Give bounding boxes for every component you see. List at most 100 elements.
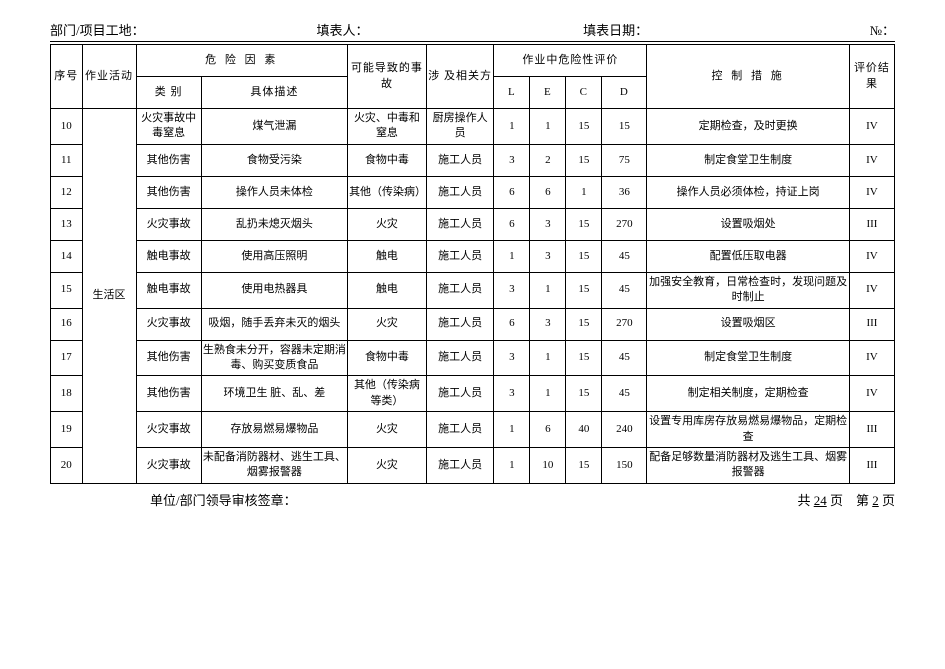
date-field: 填表日期： [583, 20, 850, 39]
th-activity: 作业活动 [82, 45, 136, 109]
cell-c: 40 [566, 412, 602, 448]
th-category: 类 别 [136, 77, 201, 109]
cell-related: 施工人员 [426, 376, 494, 412]
table-row: 16火灾事故吸烟，随手丢弃未灭的烟头火灾施工人员6315270设置吸烟区III [51, 308, 895, 340]
cell-result: IV [849, 144, 894, 176]
cell-c: 15 [566, 240, 602, 272]
cell-category: 火灾事故 [136, 447, 201, 483]
cell-description: 操作人员未体检 [201, 176, 347, 208]
cell-c: 15 [566, 109, 602, 145]
cell-c: 15 [566, 447, 602, 483]
cell-accident: 火灾 [348, 447, 427, 483]
cell-related: 施工人员 [426, 240, 494, 272]
cell-d: 45 [602, 272, 647, 308]
table-row: 10生活区火灾事故中毒窒息煤气泄漏火灾、中毒和窒息厨房操作人员111515定期检… [51, 109, 895, 145]
cell-result: IV [849, 376, 894, 412]
table-row: 17其他伤害生熟食未分开，容器未定期消毒、购买变质食品食物中毒施工人员31154… [51, 340, 895, 376]
cell-measure: 操作人员必须体检，持证上岗 [647, 176, 850, 208]
cell-e: 1 [530, 109, 566, 145]
cell-related: 施工人员 [426, 340, 494, 376]
cell-accident: 火灾、中毒和窒息 [348, 109, 427, 145]
cell-result: III [849, 208, 894, 240]
form-footer: 单位/部门领导审核签章： 共 24 页 第 2 页 [50, 490, 895, 509]
sign-label: 单位/部门领导审核签章： [150, 493, 297, 508]
cell-description: 使用高压照明 [201, 240, 347, 272]
cell-measure: 配备足够数量消防器材及逃生工具、烟雾报警器 [647, 447, 850, 483]
cell-c: 15 [566, 144, 602, 176]
cell-accident: 食物中毒 [348, 340, 427, 376]
cell-category: 其他伤害 [136, 176, 201, 208]
cell-d: 270 [602, 308, 647, 340]
table-head: 序号 作业活动 危 险 因 素 可能导致的事故 涉 及相关方 作业中危险性评价 … [51, 45, 895, 109]
cell-description: 食物受污染 [201, 144, 347, 176]
cell-description: 未配备消防器材、逃生工具、烟雾报警器 [201, 447, 347, 483]
no-field: №： [850, 20, 895, 39]
cell-d: 36 [602, 176, 647, 208]
hazard-table: 序号 作业活动 危 险 因 素 可能导致的事故 涉 及相关方 作业中危险性评价 … [50, 44, 895, 484]
cell-e: 1 [530, 340, 566, 376]
cell-related: 施工人员 [426, 208, 494, 240]
no-label: №： [870, 23, 895, 38]
cell-l: 3 [494, 340, 530, 376]
page-total-prefix: 共 [797, 493, 810, 508]
cell-description: 存放易燃易爆物品 [201, 412, 347, 448]
cell-l: 6 [494, 176, 530, 208]
table-row: 20火灾事故未配备消防器材、逃生工具、烟雾报警器火灾施工人员11015150配备… [51, 447, 895, 483]
cell-l: 6 [494, 308, 530, 340]
th-l: L [494, 77, 530, 109]
cell-measure: 制定食堂卫生制度 [647, 144, 850, 176]
dept-field: 部门/项目工地： [50, 20, 317, 39]
th-c: C [566, 77, 602, 109]
cell-e: 3 [530, 308, 566, 340]
page-curr: 2 [872, 493, 879, 508]
cell-description: 煤气泄漏 [201, 109, 347, 145]
cell-e: 10 [530, 447, 566, 483]
table-row: 12其他伤害操作人员未体检其他（传染病）施工人员66136操作人员必须体检，持证… [51, 176, 895, 208]
cell-result: IV [849, 176, 894, 208]
cell-description: 吸烟，随手丢弃未灭的烟头 [201, 308, 347, 340]
cell-e: 3 [530, 208, 566, 240]
table-row: 14触电事故使用高压照明触电施工人员131545配置低压取电器IV [51, 240, 895, 272]
cell-category: 触电事故 [136, 240, 201, 272]
cell-d: 75 [602, 144, 647, 176]
cell-seq: 18 [51, 376, 83, 412]
date-label: 填表日期： [583, 23, 648, 38]
cell-accident: 其他（传染病等类） [348, 376, 427, 412]
cell-category: 火灾事故中毒窒息 [136, 109, 201, 145]
cell-c: 15 [566, 272, 602, 308]
cell-seq: 12 [51, 176, 83, 208]
cell-d: 150 [602, 447, 647, 483]
cell-related: 施工人员 [426, 447, 494, 483]
th-description: 具体描述 [201, 77, 347, 109]
cell-result: IV [849, 109, 894, 145]
cell-c: 1 [566, 176, 602, 208]
cell-l: 1 [494, 109, 530, 145]
cell-d: 45 [602, 340, 647, 376]
th-result: 评价结果 [849, 45, 894, 109]
table-row: 11其他伤害食物受污染食物中毒施工人员321575制定食堂卫生制度IV [51, 144, 895, 176]
cell-result: III [849, 412, 894, 448]
cell-measure: 制定食堂卫生制度 [647, 340, 850, 376]
cell-c: 15 [566, 376, 602, 412]
cell-activity: 生活区 [82, 109, 136, 484]
cell-e: 1 [530, 272, 566, 308]
cell-c: 15 [566, 340, 602, 376]
th-evaluation: 作业中危险性评价 [494, 45, 647, 77]
page-curr-prefix: 第 [856, 493, 869, 508]
cell-category: 火灾事故 [136, 412, 201, 448]
table-row: 15触电事故使用电热器具触电施工人员311545加强安全教育，日常检查时，发现问… [51, 272, 895, 308]
cell-result: IV [849, 272, 894, 308]
cell-l: 1 [494, 240, 530, 272]
cell-seq: 14 [51, 240, 83, 272]
cell-accident: 火灾 [348, 412, 427, 448]
cell-result: IV [849, 340, 894, 376]
cell-l: 3 [494, 376, 530, 412]
cell-d: 270 [602, 208, 647, 240]
cell-seq: 20 [51, 447, 83, 483]
page-curr-suffix: 页 [882, 493, 895, 508]
table-row: 18其他伤害环境卫生 脏、乱、差其他（传染病等类）施工人员311545制定相关制… [51, 376, 895, 412]
cell-e: 3 [530, 240, 566, 272]
cell-e: 6 [530, 412, 566, 448]
cell-measure: 制定相关制度，定期检查 [647, 376, 850, 412]
cell-l: 3 [494, 272, 530, 308]
